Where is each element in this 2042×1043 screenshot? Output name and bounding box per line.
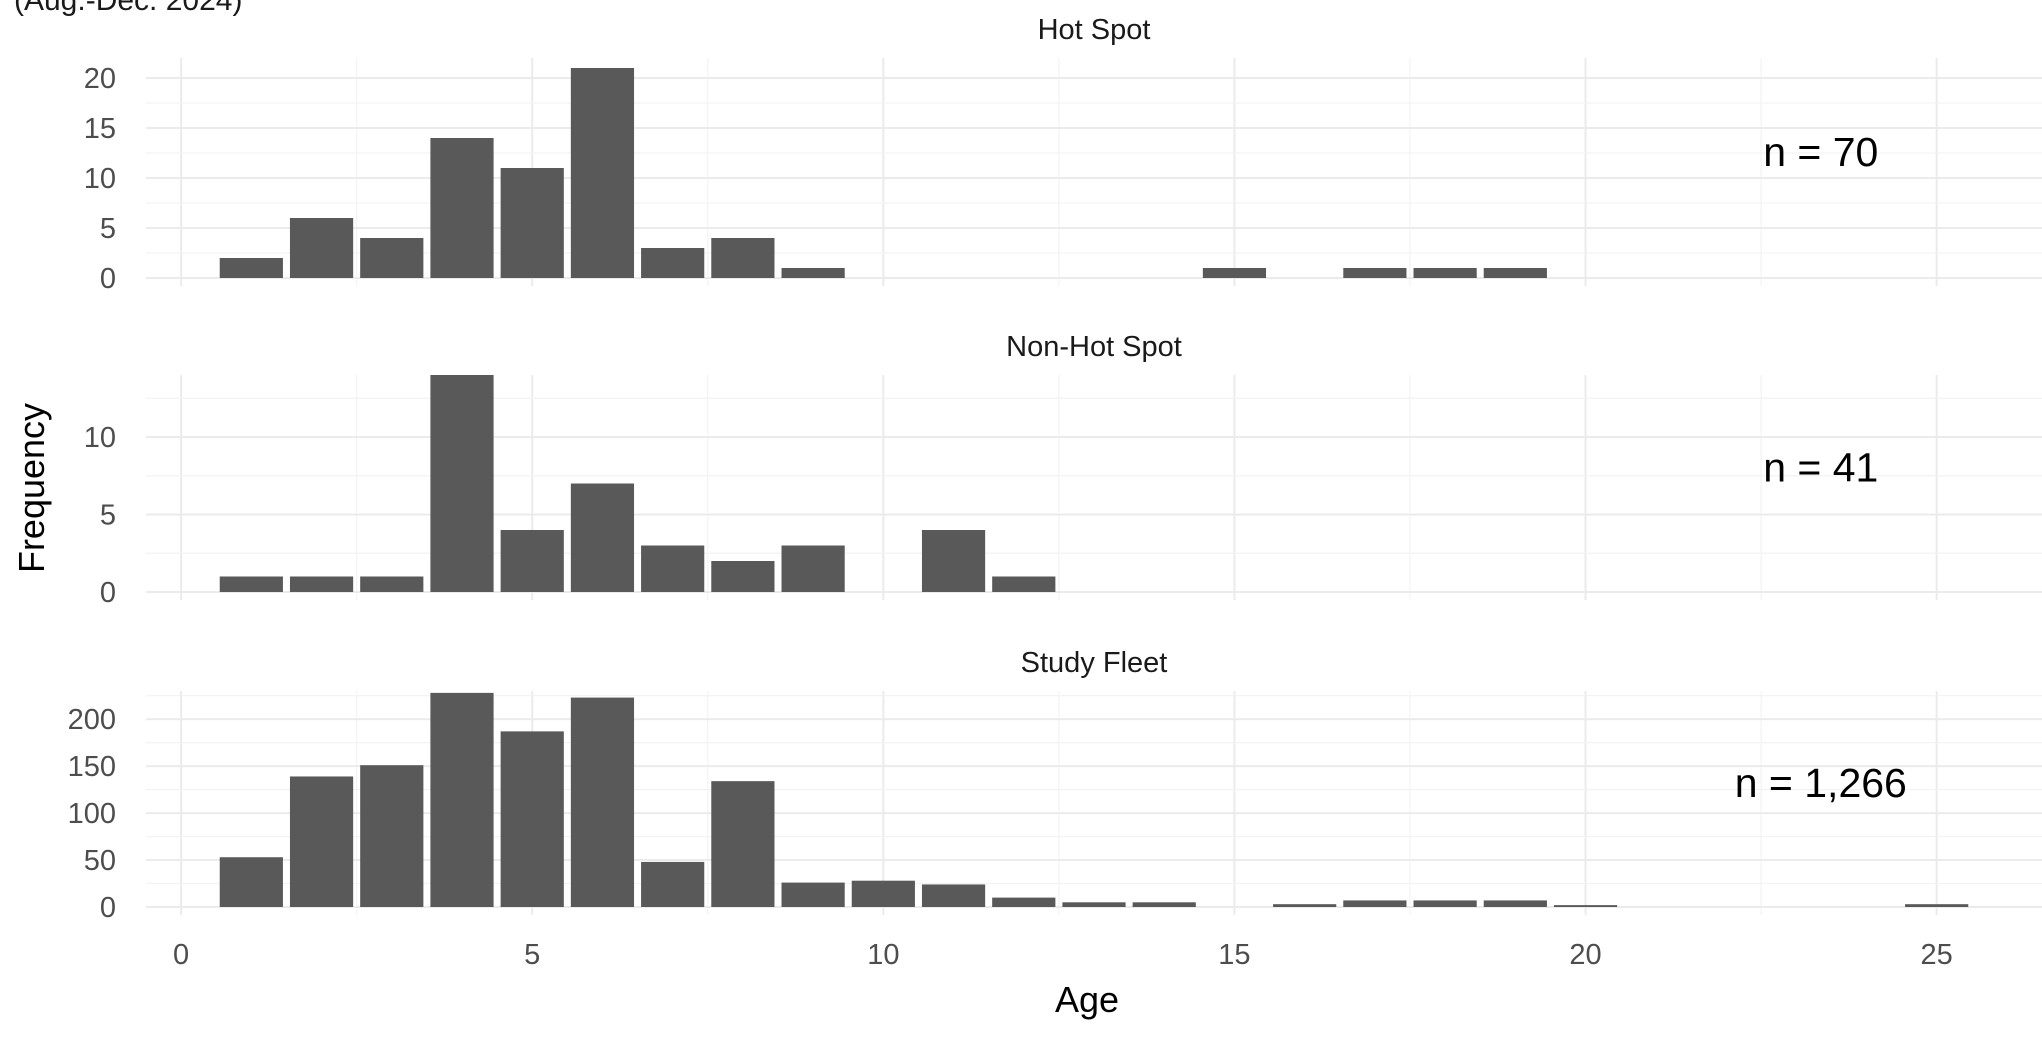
bar	[1132, 902, 1196, 907]
y-tick-label: 0	[100, 577, 116, 609]
y-tick-label: 10	[84, 422, 116, 454]
bar	[570, 68, 635, 278]
bar	[1273, 904, 1337, 907]
bar	[1905, 904, 1969, 907]
y-tick-label: 100	[68, 798, 116, 830]
bar	[641, 861, 705, 907]
bar	[992, 576, 1056, 592]
bar	[219, 576, 283, 592]
x-tick-label: 0	[173, 939, 189, 971]
bar	[1343, 268, 1407, 278]
panel-2: Non-Hot Spot 0 5 10 n = 41	[84, 331, 2042, 609]
x-tick-label: 25	[1921, 939, 1953, 971]
panel-2-title: Non-Hot Spot	[1006, 331, 1182, 363]
bar	[1553, 905, 1618, 907]
y-tick-label: 200	[68, 704, 116, 736]
y-tick-label: 20	[84, 63, 116, 95]
y-tick-label: 0	[100, 263, 116, 295]
bar	[1483, 900, 1547, 907]
panel-2-annotation: n = 41	[1763, 445, 1878, 491]
bar	[1413, 268, 1477, 278]
x-tick-label: 15	[1218, 939, 1250, 971]
y-axis-title: Frequency	[11, 403, 52, 573]
y-tick-label: 50	[84, 845, 116, 877]
bar	[219, 258, 283, 278]
bar	[500, 530, 564, 592]
bar	[219, 857, 283, 907]
bar	[851, 880, 915, 907]
y-tick-label: 10	[84, 163, 116, 195]
bar	[641, 545, 705, 592]
bar	[921, 884, 986, 907]
bar	[430, 138, 494, 278]
bar	[360, 576, 424, 592]
bar	[781, 268, 845, 278]
panel-1-annotation: n = 70	[1763, 129, 1878, 175]
bar	[641, 248, 705, 278]
bar	[1483, 268, 1547, 278]
bar	[430, 692, 494, 907]
bar	[570, 697, 635, 907]
bar	[500, 168, 564, 278]
x-tick-label: 5	[524, 939, 540, 971]
y-tick-label: 15	[84, 113, 116, 145]
bar	[570, 483, 635, 592]
bar	[1062, 902, 1126, 907]
y-tick-label: 5	[100, 213, 116, 245]
bar	[711, 561, 775, 592]
x-axis: 0 5 10 15 20 25	[173, 939, 1953, 971]
panel-1-title: Hot Spot	[1038, 14, 1151, 46]
bar	[1343, 900, 1407, 907]
panel-3-title: Study Fleet	[1021, 647, 1168, 679]
panels: Hot Spot 0 5 10 15 20 n = 70 Non-Hot Spot 0 5 10 n …	[68, 14, 2042, 924]
bar	[360, 765, 424, 907]
bar	[781, 882, 845, 907]
bar	[1202, 268, 1267, 278]
bar	[1413, 900, 1477, 907]
y-tick-label: 150	[68, 751, 116, 783]
y-tick-label: 0	[100, 892, 116, 924]
bar	[500, 731, 564, 907]
x-tick-label: 20	[1569, 939, 1601, 971]
bar	[289, 776, 354, 907]
bar	[289, 576, 354, 592]
bar	[711, 238, 775, 278]
panel-3: Study Fleet 0 50 100 150 200 n = 1,266	[68, 647, 2042, 924]
bar	[289, 218, 354, 278]
x-axis-title: Age	[1055, 979, 1119, 1020]
bar	[781, 545, 845, 592]
bar	[360, 238, 424, 278]
chart-caption: (Aug.-Dec. 2024)	[14, 0, 243, 17]
panel-3-annotation: n = 1,266	[1735, 760, 1907, 806]
x-tick-label: 10	[867, 939, 899, 971]
y-tick-label: 5	[100, 500, 116, 532]
bar	[430, 375, 494, 592]
bar	[992, 897, 1056, 907]
bar	[711, 781, 775, 907]
panel-1: Hot Spot 0 5 10 15 20 n = 70	[84, 14, 2042, 295]
bar	[921, 530, 986, 592]
